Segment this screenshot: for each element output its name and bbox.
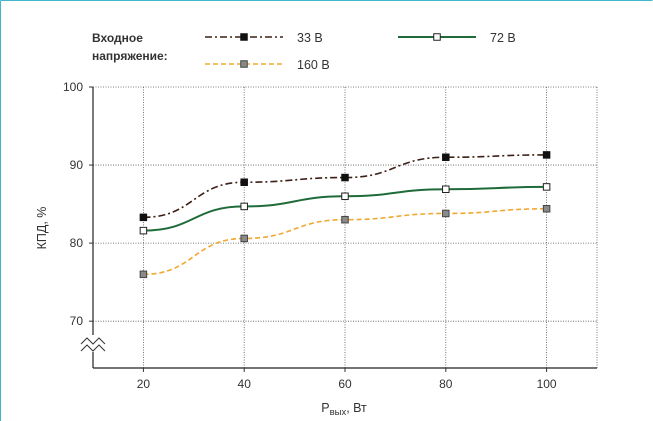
- legend-items: 33 В 72 В 160 В: [205, 31, 516, 72]
- series-layer: [139, 151, 551, 279]
- y-tick-label: 70: [70, 314, 84, 328]
- x-axis-label: Pвых, Вт: [321, 401, 367, 418]
- data-point: [240, 178, 248, 186]
- data-point: [341, 173, 349, 182]
- series-0: [139, 151, 551, 222]
- axes: [80, 87, 597, 369]
- x-tick-label: 60: [338, 377, 352, 391]
- y-tick-label: 80: [70, 236, 84, 250]
- data-point: [139, 226, 148, 235]
- legend: Входное напряжение: 33 В 72 В 160 В: [92, 31, 516, 72]
- series-line: [143, 154, 547, 219]
- data-point: [240, 234, 248, 243]
- data-point: [240, 202, 248, 211]
- data-point: [442, 209, 450, 218]
- legend-item-0: 33 В: [205, 31, 323, 45]
- series-2: [139, 205, 551, 279]
- x-tick-label: 20: [137, 377, 151, 391]
- y-tick-label: 90: [70, 158, 84, 172]
- legend-label: 160 В: [297, 58, 330, 72]
- y-tick-labels: 70 80 90 100: [63, 80, 93, 328]
- data-point: [442, 185, 450, 194]
- legend-label: 33 В: [297, 31, 323, 45]
- data-point: [139, 213, 148, 222]
- data-point: [542, 151, 551, 159]
- data-point: [542, 183, 551, 191]
- x-axis-label-unit: , Вт: [346, 401, 367, 415]
- data-point: [341, 192, 349, 201]
- x-axis-label-main: P: [321, 401, 329, 415]
- legend-marker: [240, 60, 248, 68]
- axis-break-icon: [80, 337, 106, 352]
- x-tick-label: 100: [537, 377, 557, 391]
- y-tick-label: 100: [63, 80, 83, 94]
- legend-item-1: 72 В: [398, 31, 516, 45]
- legend-marker: [240, 33, 248, 41]
- legend-title-line1: Входное: [92, 31, 143, 45]
- legend-item-2: 160 В: [205, 58, 330, 72]
- x-axis-label-sub: вых: [330, 407, 347, 418]
- x-tick-labels: 20 40 60 80 100: [137, 368, 557, 391]
- data-point: [542, 205, 551, 213]
- legend-marker: [433, 33, 441, 41]
- x-tick-label: 40: [238, 377, 252, 391]
- y-axis-label: КПД, %: [35, 207, 49, 250]
- legend-title-line2: напряжение:: [92, 49, 168, 63]
- data-point: [341, 215, 349, 224]
- legend-label: 72 В: [490, 31, 516, 45]
- data-point: [442, 153, 450, 161]
- data-point: [139, 270, 148, 279]
- series-1: [139, 183, 551, 235]
- x-tick-label: 80: [439, 377, 453, 391]
